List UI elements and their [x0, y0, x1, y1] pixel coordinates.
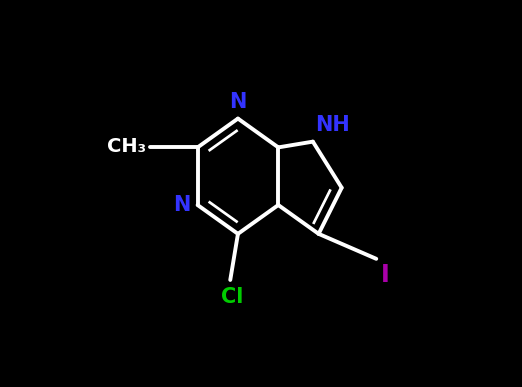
Text: CH₃: CH₃	[106, 137, 146, 156]
Text: NH: NH	[315, 115, 350, 135]
Text: I: I	[381, 263, 389, 287]
Text: Cl: Cl	[221, 287, 243, 307]
Text: N: N	[229, 92, 246, 112]
Text: N: N	[173, 195, 191, 215]
